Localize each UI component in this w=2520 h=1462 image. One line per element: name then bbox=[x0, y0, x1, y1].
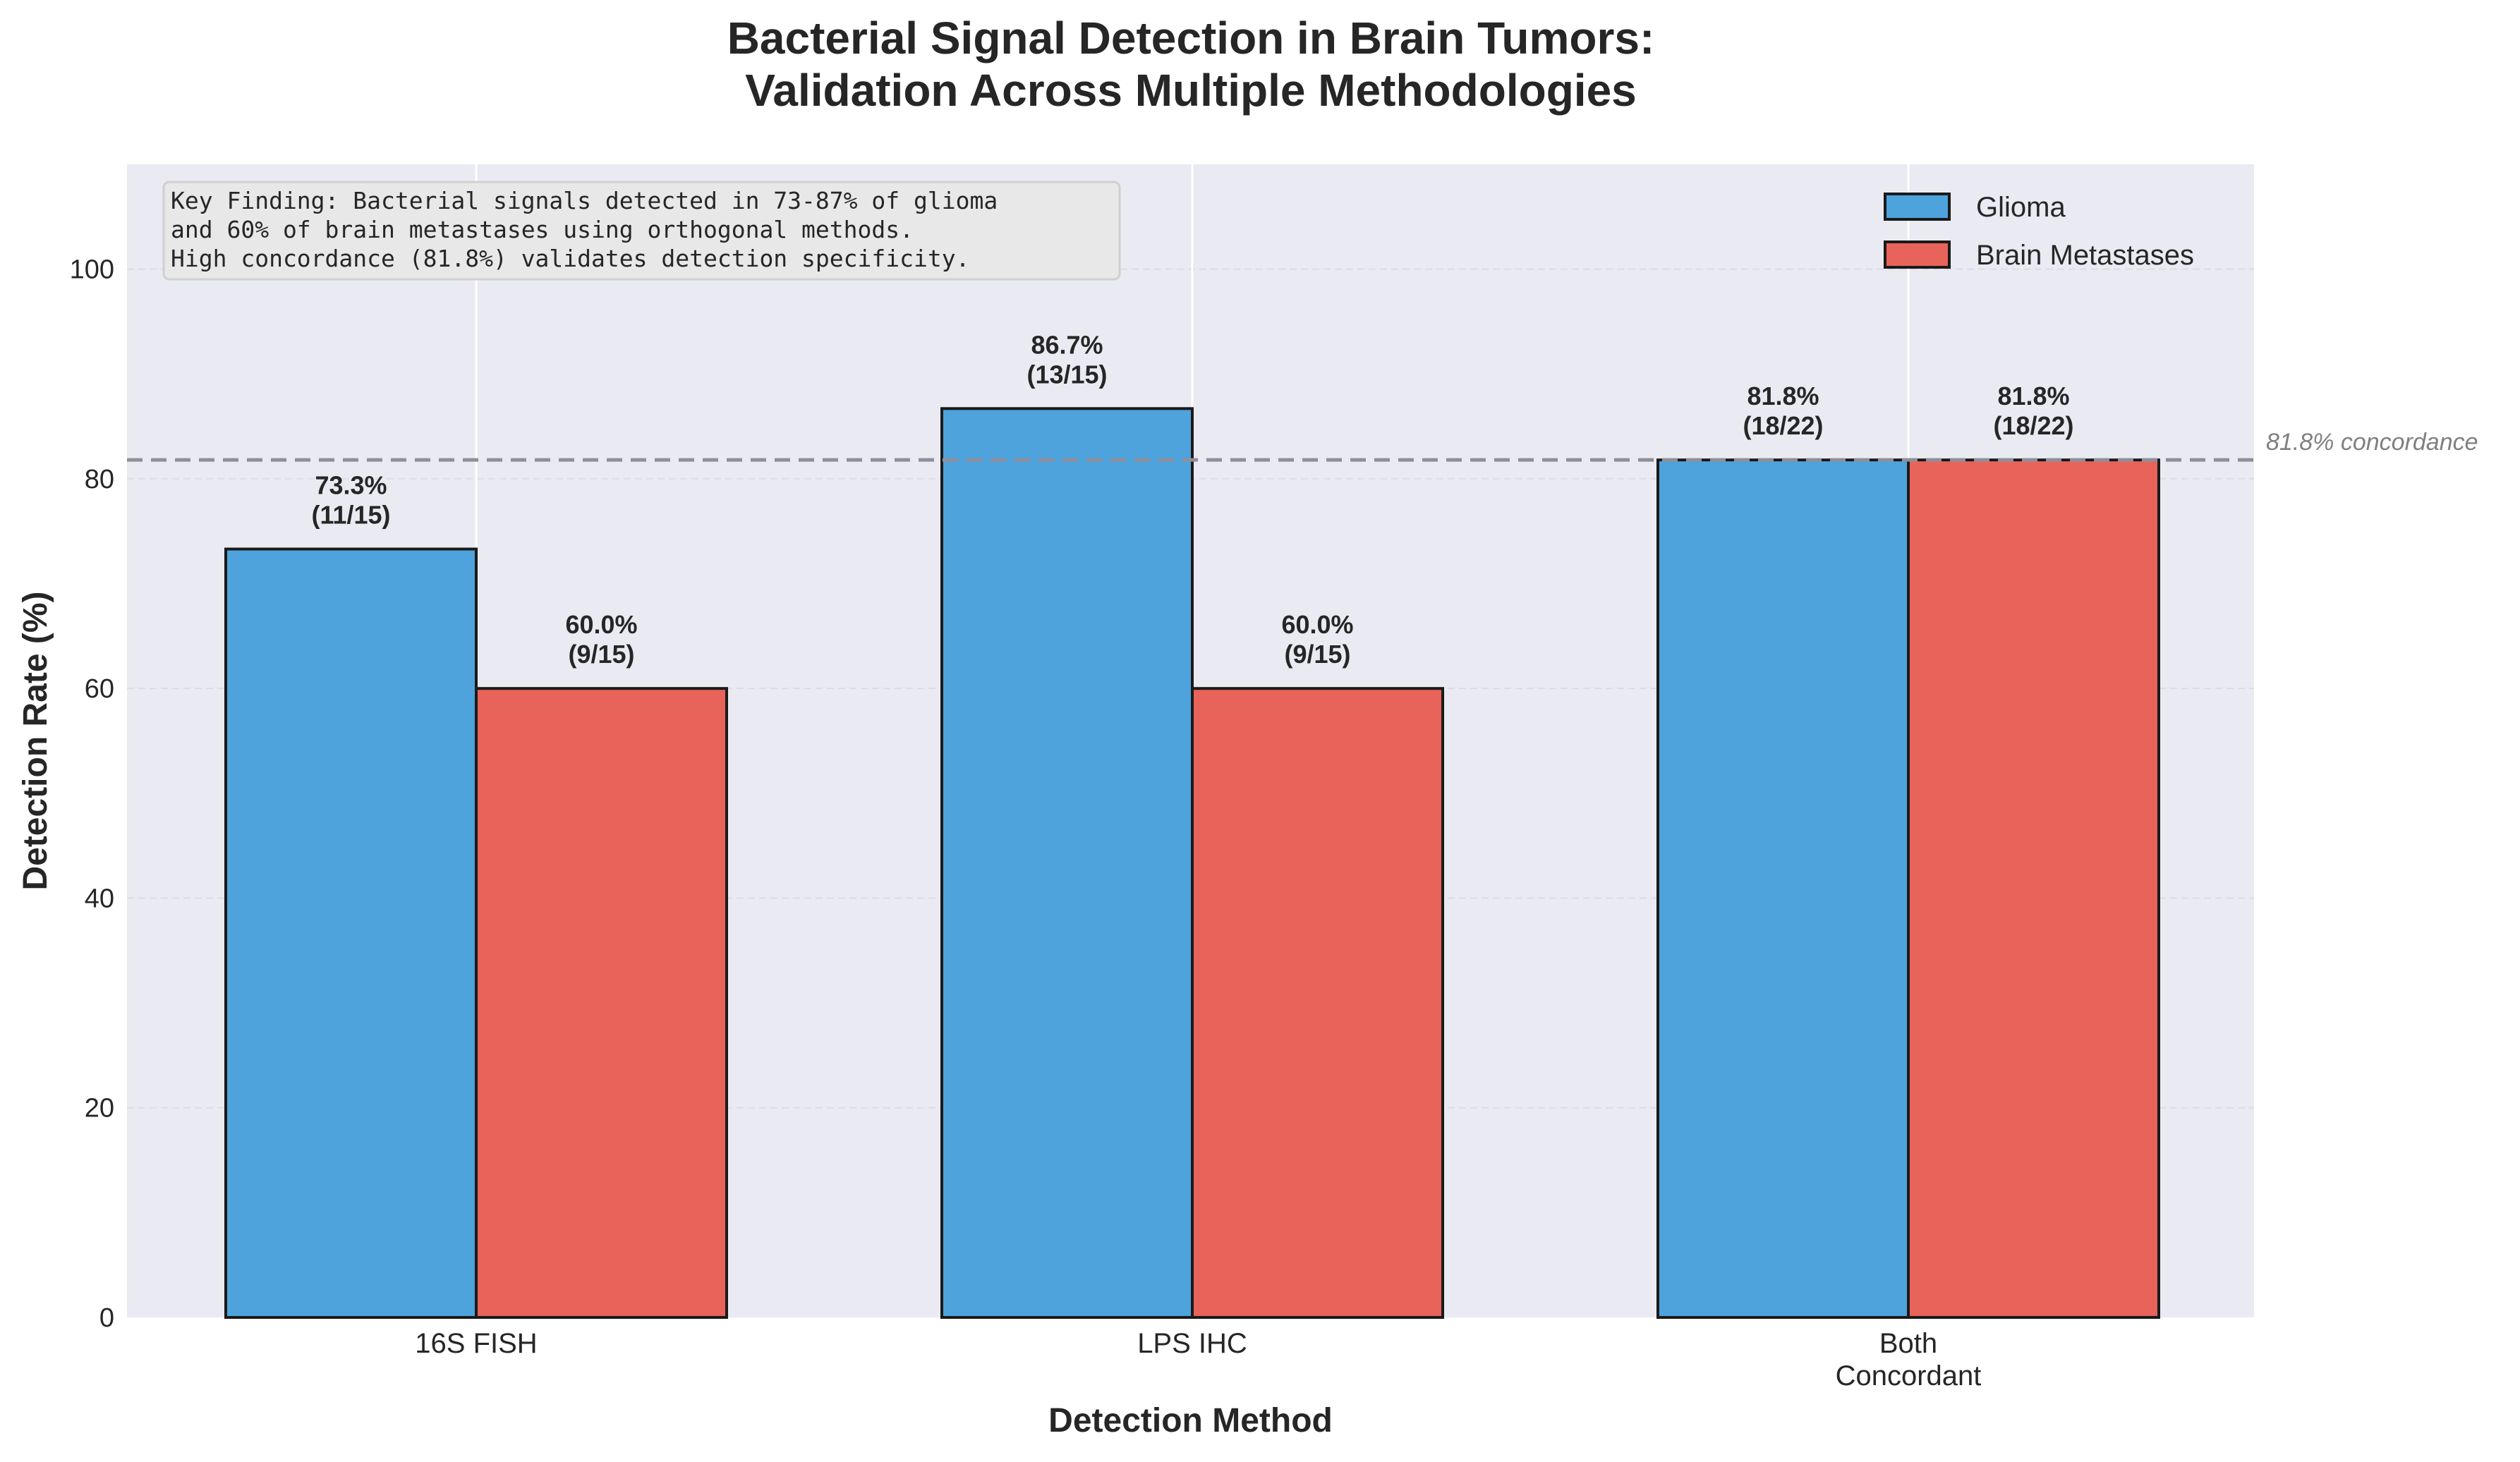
bar-glioma-1 bbox=[224, 547, 478, 1319]
legend: Glioma Brain Metastases bbox=[1884, 192, 2194, 271]
legend-swatch bbox=[1884, 193, 1951, 221]
data-label-count: (9/15) bbox=[1284, 640, 1350, 669]
annotation-line: High concordance (81.8%) validates detec… bbox=[171, 245, 969, 272]
data-label-value: 81.8% bbox=[1997, 382, 2069, 410]
data-label-value: 73.3% bbox=[315, 470, 387, 499]
annotation-line: and 60% of brain metastases using orthog… bbox=[171, 216, 914, 243]
bar-glioma-3 bbox=[1656, 458, 1910, 1319]
annotation-line: Key Finding: Bacterial signals detected … bbox=[171, 187, 998, 214]
bar-brain-metastases-2 bbox=[1191, 687, 1444, 1319]
bar-labels: 73.3%(11/15)86.7%(13/15)81.8%(18/22)60.0… bbox=[311, 330, 2073, 669]
legend-label: Glioma bbox=[1976, 192, 2066, 223]
data-label-count: (11/15) bbox=[311, 500, 390, 529]
bar-glioma-2 bbox=[940, 407, 1194, 1319]
data-label-value: 60.0% bbox=[565, 610, 637, 639]
x-tick-label: Both bbox=[1879, 1328, 1937, 1359]
reference-line-group: 81.8% concordance bbox=[127, 429, 2478, 462]
x-tick-label: 16S FISH bbox=[415, 1328, 537, 1359]
chart-title-line: Validation Across Multiple Methodologies bbox=[745, 65, 1637, 116]
bar-brain-metastases-3 bbox=[1907, 458, 2160, 1319]
y-tick-label: 60 bbox=[85, 674, 114, 704]
legend-swatch bbox=[1884, 240, 1951, 269]
x-tick-label: Concordant bbox=[1836, 1360, 1982, 1391]
x-axis-label: Detection Method bbox=[1048, 1402, 1333, 1439]
key-finding-annotation: Key Finding: Bacterial signals detected … bbox=[162, 181, 1121, 281]
data-label-count: (18/22) bbox=[1743, 411, 1823, 440]
x-tick-label: LPS IHC bbox=[1137, 1328, 1247, 1359]
y-tick-label: 40 bbox=[85, 884, 114, 913]
data-label-value: 86.7% bbox=[1031, 330, 1103, 359]
chart-title: Bacterial Signal Detection in Brain Tumo… bbox=[727, 13, 1655, 116]
reference-line-label: 81.8% concordance bbox=[2266, 429, 2478, 456]
data-label-value: 60.0% bbox=[1281, 610, 1353, 639]
y-tick-label: 0 bbox=[99, 1303, 114, 1333]
y-tick-label: 20 bbox=[85, 1094, 114, 1123]
y-tick-label: 80 bbox=[85, 465, 114, 494]
bars bbox=[224, 407, 2160, 1319]
y-axis-label: Detection Rate (%) bbox=[17, 591, 54, 890]
axis-ticks: 0 20 40 60 80 100 16S FISH LPS IHC BothConcordan… bbox=[70, 255, 1982, 1391]
data-label-count: (18/22) bbox=[1993, 411, 2073, 440]
annotation-box bbox=[162, 181, 1121, 281]
data-label-count: (13/15) bbox=[1026, 360, 1107, 389]
chart-title-line: Bacterial Signal Detection in Brain Tumo… bbox=[727, 13, 1655, 63]
y-tick-label: 100 bbox=[70, 255, 114, 285]
data-label-count: (9/15) bbox=[568, 640, 634, 669]
bar-brain-metastases-1 bbox=[475, 687, 728, 1319]
legend-label: Brain Metastases bbox=[1976, 240, 2194, 271]
data-label-value: 81.8% bbox=[1747, 382, 1819, 410]
